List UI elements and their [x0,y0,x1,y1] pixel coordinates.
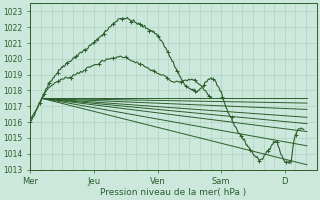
X-axis label: Pression niveau de la mer( hPa ): Pression niveau de la mer( hPa ) [100,188,247,197]
